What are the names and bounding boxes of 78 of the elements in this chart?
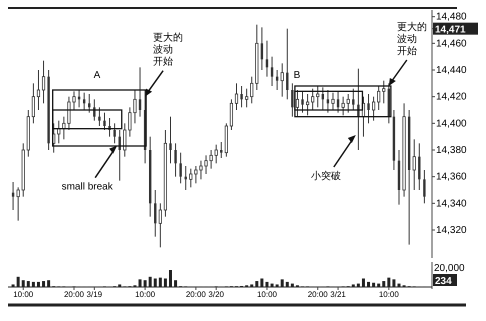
candlestick — [72, 90, 76, 110]
candlestick — [220, 142, 222, 158]
y-tick-label: 14,480 — [436, 12, 468, 23]
y-tick-label: 14,471 — [435, 24, 466, 36]
x-tick-label: 3/20 — [208, 290, 225, 299]
candlestick — [372, 96, 376, 122]
candlestick — [118, 130, 121, 182]
candlestick — [418, 142, 421, 190]
text: 20,000 — [434, 263, 466, 274]
candlestick — [346, 94, 350, 114]
candlestick — [179, 152, 182, 184]
candlestick — [230, 98, 234, 130]
x-tick-label: 10:00 — [135, 290, 156, 299]
candlestick — [276, 70, 278, 90]
y-tick-label: 14,340 — [436, 198, 468, 210]
candlestick — [204, 154, 208, 174]
candlestick — [32, 82, 35, 124]
candlestick — [57, 120, 60, 144]
x-tick-label: 20:00 — [308, 290, 328, 299]
candlestick — [113, 122, 116, 144]
annotation: B — [294, 70, 301, 81]
y-tick-label: 14,460 — [436, 38, 468, 50]
candlestick — [189, 168, 192, 188]
candlestick — [286, 28, 288, 100]
x-tick-label: 3/21 — [330, 290, 346, 299]
candlestick — [260, 26, 264, 70]
candlestick — [240, 86, 243, 108]
candlestick — [357, 68, 360, 150]
text: 234 — [435, 276, 452, 287]
candlestick — [98, 106, 101, 126]
candlestick — [342, 96, 345, 116]
candlestick — [36, 70, 40, 110]
annotation: A — [94, 70, 101, 81]
candlestick — [412, 138, 416, 190]
candlestick — [291, 82, 294, 118]
candlestick — [280, 62, 284, 98]
annotation: 更大的波动开始 — [396, 21, 427, 57]
candlestick — [133, 90, 137, 124]
x-tick-label: 20:00 — [186, 290, 206, 299]
x-tick-label: 10:00 — [378, 290, 400, 299]
candlestick — [184, 166, 187, 190]
x-tick-label: 10:00 — [256, 290, 278, 299]
x-tick-label: 3/19 — [86, 290, 103, 299]
candlestick — [306, 94, 310, 116]
candlestick — [82, 92, 86, 110]
candlestick — [322, 86, 324, 110]
candlestick — [352, 88, 354, 110]
candlestick — [174, 142, 177, 178]
candlestick — [78, 90, 80, 108]
candlestick — [336, 90, 340, 114]
y-tick-label: 14,400 — [436, 118, 468, 130]
candlestick — [331, 92, 335, 110]
y-tick-label: 14,440 — [436, 65, 468, 76]
candlestick — [67, 96, 71, 130]
candlestick — [123, 122, 126, 158]
candlestick — [199, 160, 203, 180]
candlestick — [234, 82, 238, 110]
annotation: 小突破 — [310, 170, 341, 182]
candlestick — [42, 60, 46, 104]
annotation: 更大的波动开始 — [153, 32, 184, 68]
x-tick-label: 20:00 — [64, 290, 85, 299]
x-tick-label: 10:00 — [13, 290, 34, 299]
candlestick — [194, 166, 198, 184]
candlestick — [214, 144, 218, 164]
y-tick-label: 14,360 — [436, 172, 468, 183]
y-tick-label: 14,420 — [436, 92, 468, 103]
candlestick — [423, 170, 426, 204]
candlestick — [326, 90, 330, 114]
y-tick-label: 14,380 — [436, 145, 468, 156]
annotation: small break — [62, 182, 114, 193]
y-tick-label: 14,320 — [436, 225, 468, 236]
candlestick — [154, 190, 156, 238]
candlestick — [158, 202, 162, 248]
candlestick — [296, 90, 300, 118]
candlestick — [12, 182, 14, 210]
candlestick — [210, 150, 213, 170]
candlestick — [88, 94, 90, 114]
candlestick — [128, 106, 132, 138]
